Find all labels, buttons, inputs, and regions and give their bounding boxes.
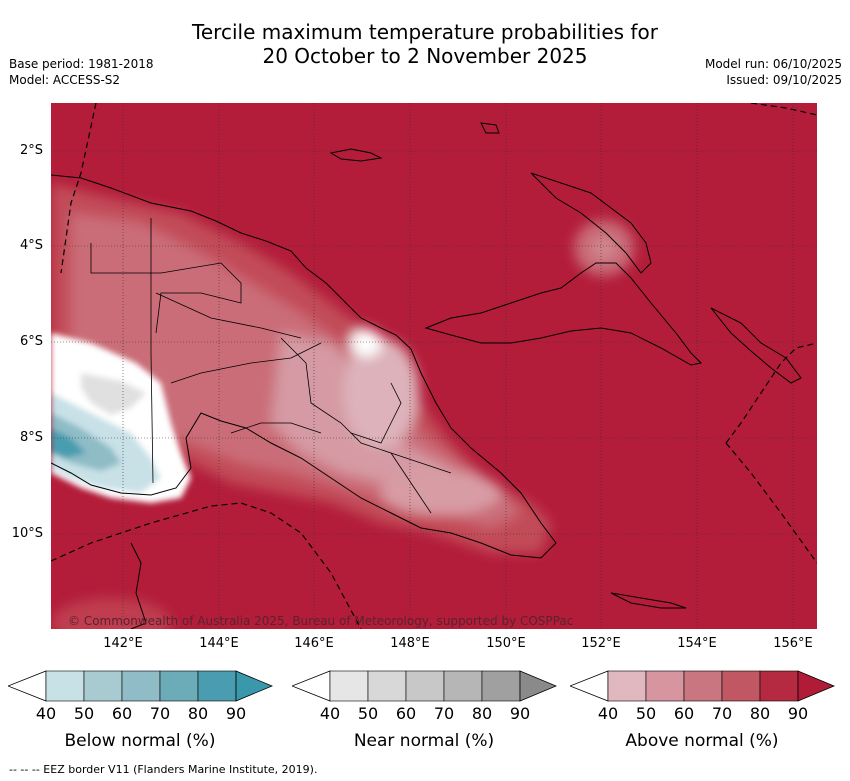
tick: 90	[787, 704, 809, 723]
copyright-notice: © Commonwealth of Australia 2025, Bureau…	[68, 614, 574, 628]
colorbar-segment	[683, 670, 723, 702]
colorbar-segment	[519, 670, 557, 702]
colorbar-above	[570, 670, 835, 702]
tick: 60	[673, 704, 695, 723]
lon-label-144e: 144°E	[199, 636, 239, 651]
lon-label-148e: 148°E	[390, 636, 430, 651]
issued-date: Issued: 09/10/2025	[726, 73, 842, 87]
colorbar-segment	[83, 670, 123, 702]
legend-below-normal	[8, 670, 273, 702]
eez-borders	[51, 103, 817, 629]
colorbar-segment	[443, 670, 483, 702]
tick: 80	[187, 704, 209, 723]
tick: 50	[357, 704, 379, 723]
colorbar-segment	[797, 670, 835, 702]
colorbar-segment	[367, 670, 407, 702]
legend-title-above: Above normal (%)	[625, 731, 779, 751]
lon-label-152e: 152°E	[581, 636, 621, 651]
legend-above-normal	[570, 670, 835, 702]
provincial-borders	[90, 218, 452, 514]
map-canvas	[51, 103, 817, 629]
lat-label-10s: 10°S	[11, 526, 43, 541]
colorbar-segment	[759, 670, 799, 702]
model-name: Model: ACCESS-S2	[9, 73, 121, 87]
colorbar-segment	[235, 670, 273, 702]
tick: 70	[149, 704, 171, 723]
model-run: Model run: 06/10/2025	[704, 57, 842, 71]
meta-left: Base period: 1981-2018 Model: ACCESS-S2	[9, 56, 154, 88]
eez-footer-note: -- -- -- EEZ border V11 (Flanders Marine…	[9, 763, 318, 776]
tick: 90	[225, 704, 247, 723]
legend-near-normal	[292, 670, 557, 702]
coastlines	[51, 122, 802, 629]
meta-right: Model run: 06/10/2025 Issued: 09/10/2025	[705, 56, 842, 88]
colorbar-segment	[645, 670, 685, 702]
map-title: Tercile maximum temperature probabilitie…	[0, 20, 850, 68]
tick: 40	[319, 704, 341, 723]
colorbar-segment	[329, 670, 369, 702]
colorbar-segment	[607, 670, 647, 702]
colorbar-below	[8, 670, 273, 702]
lon-label-154e: 154°E	[677, 636, 717, 651]
colorbar-segment	[481, 670, 521, 702]
colorbar-segment	[121, 670, 161, 702]
colorbar-segment	[405, 670, 445, 702]
legend-title-below: Below normal (%)	[64, 731, 216, 751]
tick: 40	[35, 704, 57, 723]
colorbar-segment	[45, 670, 85, 702]
tick: 50	[73, 704, 95, 723]
legend-title-near: Near normal (%)	[353, 731, 495, 751]
tick: 80	[471, 704, 493, 723]
lon-label-156e: 156°E	[773, 636, 813, 651]
title-line-1: Tercile maximum temperature probabilitie…	[192, 20, 658, 44]
lat-label-2s: 2°S	[19, 143, 43, 158]
lat-label-8s: 8°S	[19, 430, 43, 445]
tick: 60	[395, 704, 417, 723]
lon-label-146e: 146°E	[294, 636, 334, 651]
graticule	[51, 103, 817, 629]
lon-label-150e: 150°E	[486, 636, 526, 651]
tick: 70	[433, 704, 455, 723]
lon-label-142e: 142°E	[103, 636, 143, 651]
tick: 80	[749, 704, 771, 723]
base-period: Base period: 1981-2018	[9, 57, 154, 71]
near-below-normal-area	[51, 333, 191, 503]
colorbar-near	[292, 670, 557, 702]
tick: 70	[711, 704, 733, 723]
tick: 60	[111, 704, 133, 723]
colorbar-segment	[721, 670, 761, 702]
tick: 40	[597, 704, 619, 723]
tick: 50	[635, 704, 657, 723]
colorbar-segment	[197, 670, 237, 702]
colorbar-segment	[159, 670, 199, 702]
title-line-2: 20 October to 2 November 2025	[262, 44, 588, 68]
tick: 90	[509, 704, 531, 723]
above-normal-gradient	[51, 183, 634, 629]
lat-label-6s: 6°S	[19, 334, 43, 349]
probability-map	[51, 103, 817, 629]
lat-label-4s: 4°S	[19, 238, 43, 253]
